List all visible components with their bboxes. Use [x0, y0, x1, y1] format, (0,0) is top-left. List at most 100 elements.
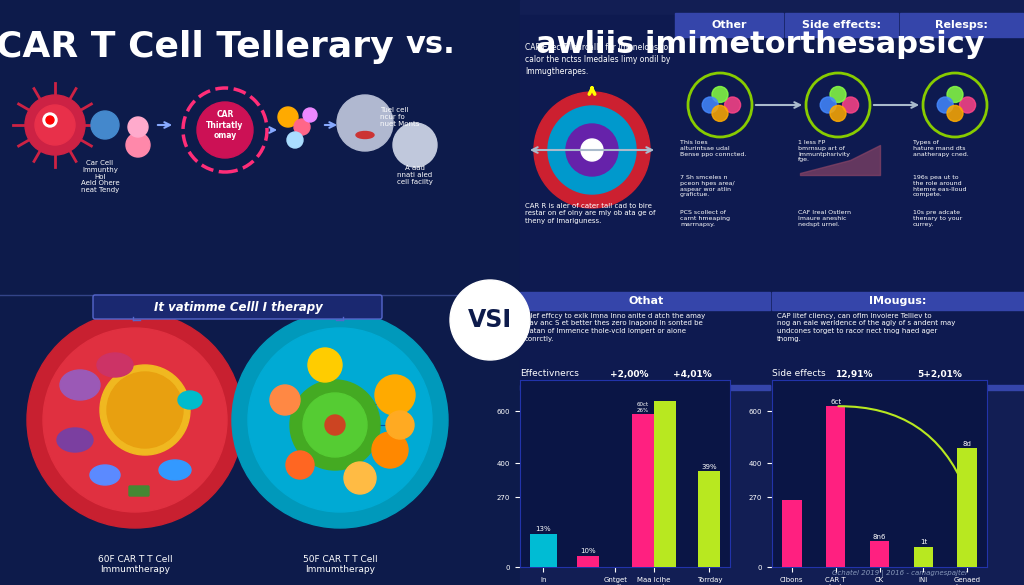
- Text: 196s pea ut to
the role around
htemre eas-lloud
compete.: 196s pea ut to the role around htemre ea…: [913, 175, 967, 197]
- Bar: [698, 472, 720, 567]
- Text: 7 Sh smceles n
pceon hpes area/
aspear wor atlin
grafictue.: 7 Sh smceles n pceon hpes area/ aspear w…: [680, 175, 734, 197]
- Text: A aad
nnati aled
cell facilty: A aad nnati aled cell facilty: [397, 165, 433, 185]
- Text: 1 less FP
bmrnsup art of
Immuntphsrivity
fge.: 1 less FP bmrnsup art of Immuntphsrivity…: [798, 140, 850, 163]
- Bar: [825, 406, 846, 567]
- Circle shape: [393, 123, 437, 167]
- FancyBboxPatch shape: [129, 486, 150, 496]
- Text: 5+2,01%: 5+2,01%: [918, 370, 963, 379]
- Bar: [577, 556, 599, 567]
- Text: Effectivnercs: Effectivnercs: [520, 369, 579, 378]
- Bar: [900, 13, 1023, 37]
- Circle shape: [128, 117, 148, 137]
- FancyBboxPatch shape: [93, 295, 382, 319]
- Text: 13%: 13%: [536, 526, 551, 532]
- Bar: [772, 292, 1024, 310]
- Ellipse shape: [178, 391, 202, 409]
- Circle shape: [581, 139, 603, 161]
- Text: 8d: 8d: [963, 441, 972, 446]
- Circle shape: [325, 415, 345, 435]
- Circle shape: [548, 106, 636, 194]
- Ellipse shape: [97, 353, 133, 377]
- Text: 50F CAR T T Cell
Immumtherapy: 50F CAR T T Cell Immumtherapy: [303, 555, 377, 574]
- Circle shape: [46, 116, 54, 124]
- Bar: [0, 40, 510, 300]
- Bar: [529, 534, 557, 567]
- Bar: [675, 13, 783, 37]
- Circle shape: [843, 97, 858, 113]
- Bar: [520, 385, 770, 390]
- Ellipse shape: [356, 132, 374, 139]
- Text: CAF Ireal Ostlern
Imaure aneshic
nedspt urnel.: CAF Ireal Ostlern Imaure aneshic nedspt …: [798, 210, 851, 226]
- Text: VSI: VSI: [468, 308, 512, 332]
- Circle shape: [248, 328, 432, 512]
- Circle shape: [278, 107, 298, 127]
- Text: Aeld Ohere
neat Tendy: Aeld Ohere neat Tendy: [81, 180, 120, 193]
- Text: It vatimme Celll I therapy: It vatimme Celll I therapy: [154, 301, 323, 314]
- Circle shape: [830, 105, 846, 122]
- Text: CAP Iitef cliency, can oflm Invoiere Telliev to
nog an eale werldence of the agl: CAP Iitef cliency, can oflm Invoiere Tel…: [777, 313, 955, 342]
- Circle shape: [100, 365, 190, 455]
- Text: 6ct: 6ct: [830, 399, 841, 405]
- Circle shape: [959, 97, 976, 113]
- Text: awliis imimetorthesapsicy: awliis imimetorthesapsicy: [536, 30, 984, 59]
- Circle shape: [947, 105, 963, 122]
- Text: 10%: 10%: [580, 549, 595, 555]
- Circle shape: [126, 133, 150, 157]
- Bar: [781, 500, 802, 567]
- Text: +4,01%: +4,01%: [673, 370, 712, 379]
- Text: vs.: vs.: [406, 30, 455, 59]
- Text: Olef effccy to exlk Imna Inno anite d atch the amay
hav anc S et better thes zer: Olef effccy to exlk Imna Inno anite d at…: [525, 313, 706, 342]
- Text: Car Cell
Immunthy
Hol: Car Cell Immunthy Hol: [82, 160, 118, 180]
- Text: Side effects:: Side effects:: [802, 20, 881, 30]
- Circle shape: [372, 432, 408, 468]
- Bar: [869, 542, 890, 567]
- Text: CAR T Cell Tellerary: CAR T Cell Tellerary: [0, 30, 394, 64]
- Text: Side effects: Side effects: [772, 369, 825, 378]
- Circle shape: [344, 462, 376, 494]
- Circle shape: [450, 280, 530, 360]
- Text: Gchatel 2019 | 2016 - camagnespajter: Gchatel 2019 | 2016 - camagnespajter: [833, 570, 968, 577]
- Circle shape: [290, 380, 380, 470]
- Circle shape: [35, 105, 75, 145]
- Bar: [654, 401, 676, 567]
- Ellipse shape: [60, 370, 100, 400]
- Bar: [772, 385, 1024, 390]
- Text: 12,91%: 12,91%: [835, 370, 872, 379]
- Circle shape: [286, 451, 314, 479]
- Text: PCS scollect of
carnt hmeaping
marrnapsy.: PCS scollect of carnt hmeaping marrnapsy…: [680, 210, 730, 226]
- Text: 60F CAR T T Cell
Immumtherapy: 60F CAR T T Cell Immumtherapy: [97, 555, 172, 574]
- Text: CAR
Thirtatly
omay: CAR Thirtatly omay: [206, 110, 244, 140]
- Text: Types of
hature mand dts
anatherapy cned.: Types of hature mand dts anatherapy cned…: [913, 140, 969, 157]
- Bar: [520, 297, 1024, 385]
- Circle shape: [303, 393, 367, 457]
- Ellipse shape: [90, 465, 120, 485]
- Bar: [520, 0, 1024, 585]
- Text: Other: Other: [712, 20, 746, 30]
- Circle shape: [725, 97, 740, 113]
- Text: 1t: 1t: [920, 539, 927, 545]
- Circle shape: [712, 105, 728, 122]
- Circle shape: [702, 97, 718, 113]
- Bar: [632, 414, 654, 567]
- Circle shape: [91, 111, 119, 139]
- Text: CAR R is aler of cater tall cad to bire
restar on ef olny are mly ob ata ge of
t: CAR R is aler of cater tall cad to bire …: [525, 203, 655, 224]
- Circle shape: [712, 87, 728, 102]
- Text: 10s pre adcate
thenary to your
currey.: 10s pre adcate thenary to your currey.: [913, 210, 963, 226]
- Circle shape: [27, 312, 243, 528]
- Text: Tuel cell
ncur fo
nuet Monts: Tuel cell ncur fo nuet Monts: [380, 107, 420, 127]
- Circle shape: [43, 113, 57, 127]
- Text: 39%: 39%: [701, 464, 717, 470]
- Bar: [520, 292, 770, 310]
- Circle shape: [923, 73, 987, 137]
- Circle shape: [806, 73, 870, 137]
- Text: IMougus:: IMougus:: [869, 296, 927, 306]
- Circle shape: [232, 312, 449, 528]
- Text: This loes
alturintsae udal
Bense ppo conncted.: This loes alturintsae udal Bense ppo con…: [680, 140, 746, 157]
- Circle shape: [566, 124, 618, 176]
- Circle shape: [337, 95, 393, 151]
- Circle shape: [25, 95, 85, 155]
- Circle shape: [937, 97, 953, 113]
- Circle shape: [534, 92, 650, 208]
- Circle shape: [303, 108, 317, 122]
- Text: Othat: Othat: [629, 296, 664, 306]
